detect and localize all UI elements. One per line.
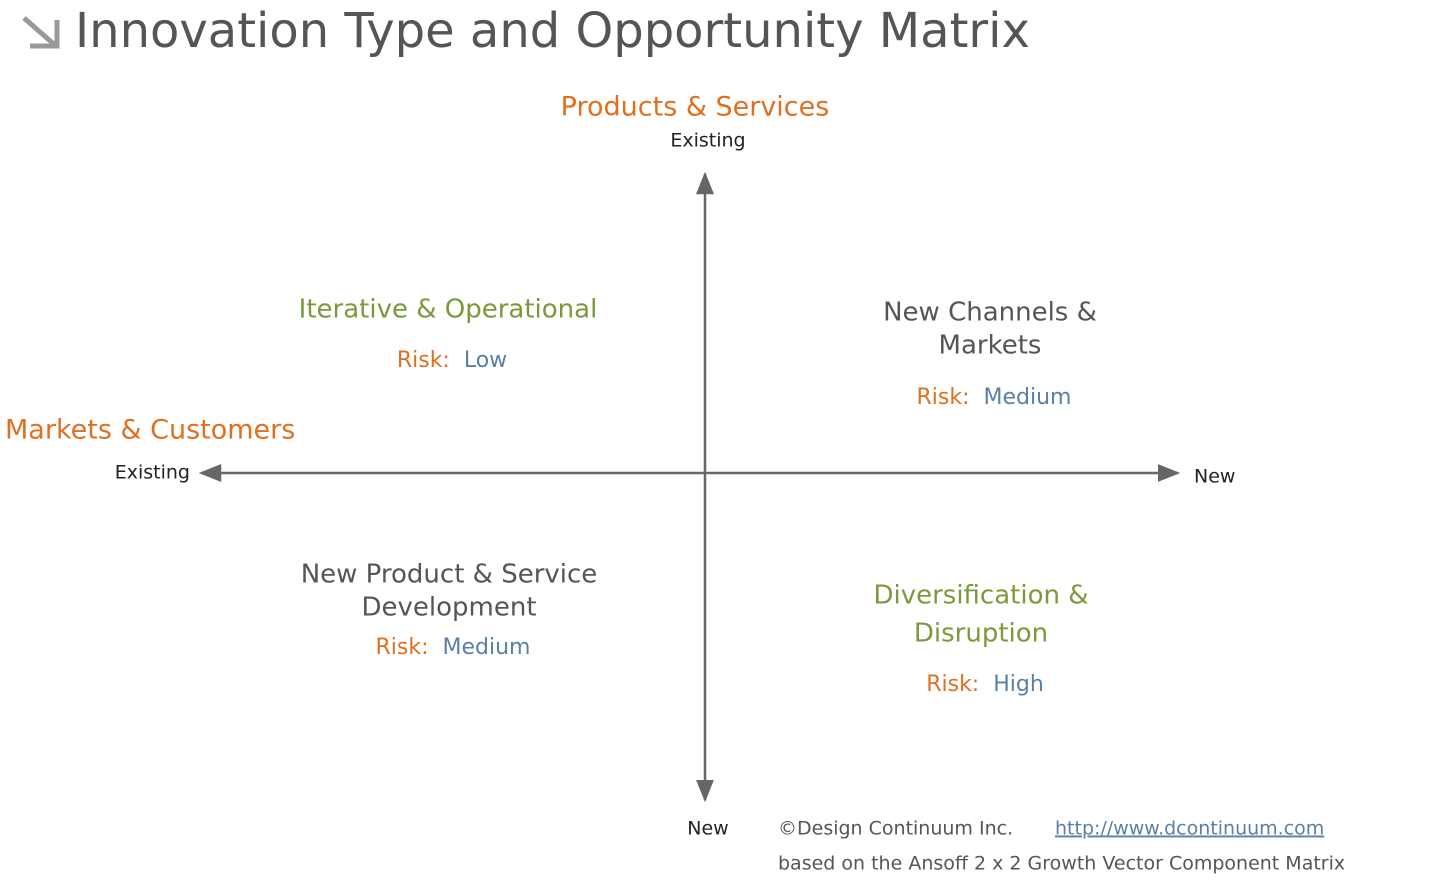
quadrant-title: Development	[361, 593, 536, 623]
horizontal-axis-right: New	[1194, 466, 1235, 488]
risk-value: Low	[464, 348, 507, 373]
title: Innovation Type and Opportunity Matrix	[75, 3, 1030, 59]
title-icon	[22, 16, 60, 49]
quadrant-title: Diversification &	[873, 581, 1088, 611]
quadrant-title: New Product & Service	[301, 560, 598, 590]
risk-value: Medium	[984, 385, 1072, 410]
vertical-axis-bottom: New	[687, 818, 728, 840]
quadrant-title: New Channels &	[883, 298, 1097, 328]
risk-line: Risk: High	[926, 672, 1044, 697]
vertical-axis-top: Existing	[670, 130, 745, 152]
horizontal-axis-label: Markets & Customers	[5, 415, 295, 446]
risk-value: Medium	[443, 635, 531, 660]
risk-value: High	[993, 672, 1044, 697]
risk-label: Risk:	[917, 385, 970, 410]
copyright: ©Design Continuum Inc.	[778, 818, 1013, 840]
risk-label: Risk:	[926, 672, 979, 697]
quadrant-title: Iterative & Operational	[299, 295, 598, 325]
footer-note: based on the Ansoff 2 x 2 Growth Vector …	[778, 853, 1345, 875]
vertical-axis-label: Products & Services	[561, 92, 830, 123]
risk-line: Risk: Medium	[376, 635, 531, 660]
horizontal-axis-left: Existing	[115, 462, 190, 484]
quadrant-title: Markets	[939, 331, 1042, 361]
quadrant-title: Disruption	[914, 619, 1048, 649]
risk-line: Risk: Medium	[917, 385, 1072, 410]
footer-link[interactable]: http://www.dcontinuum.com	[1055, 818, 1324, 840]
risk-line: Risk: Low	[397, 348, 507, 373]
risk-label: Risk:	[397, 348, 450, 373]
risk-label: Risk:	[376, 635, 429, 660]
